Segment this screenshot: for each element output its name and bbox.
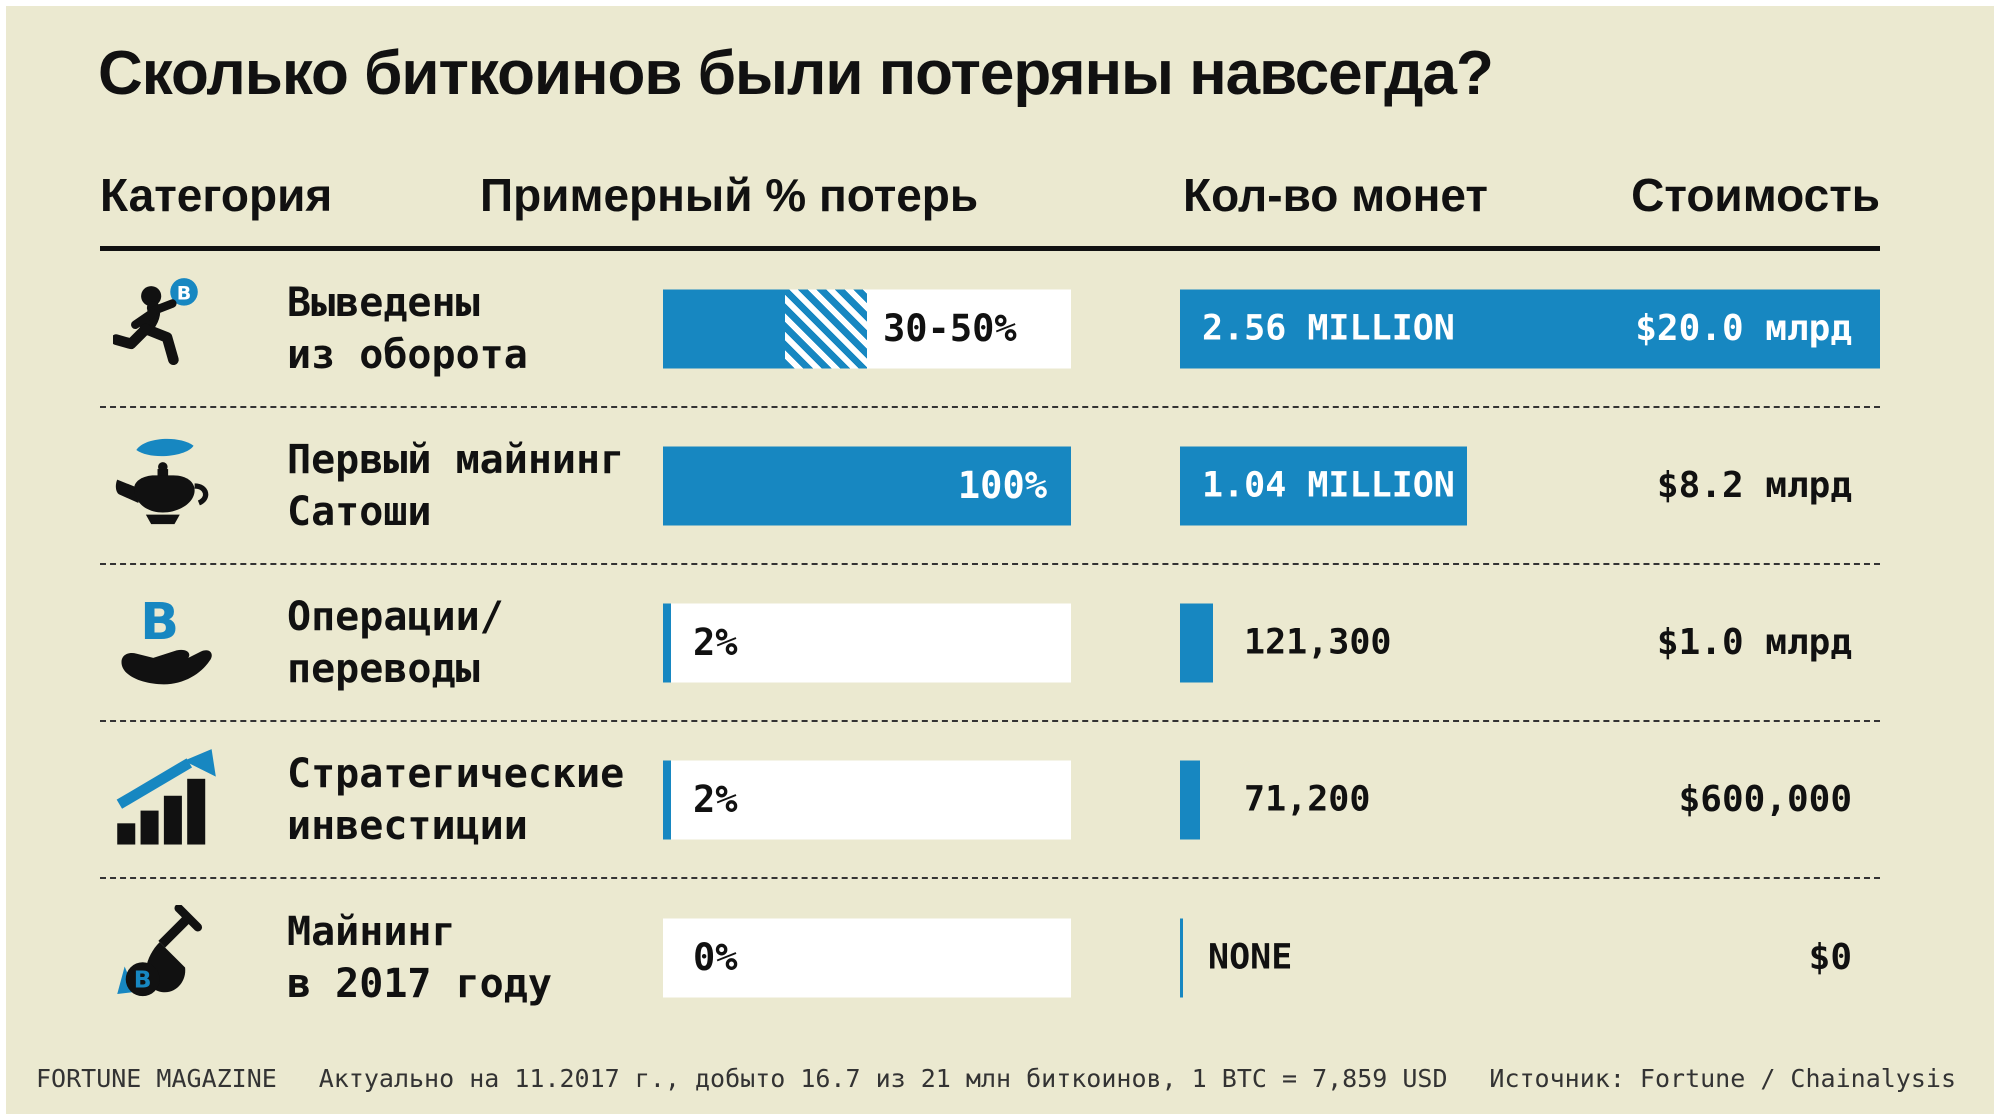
value-label: $20.0 млрд: [1635, 308, 1852, 349]
column-header-category: Категория: [100, 169, 333, 221]
percent-label: 30-50%: [883, 307, 1017, 350]
category-label: Стратегические инвестиции: [287, 750, 625, 849]
page-title: Сколько биткоинов были потеряны навсегда…: [98, 39, 1494, 108]
data-rows: B Выведены из оборота 30-50% 2.56 MILLIO…: [100, 251, 1880, 1036]
percent-loss-bar: 0%: [663, 918, 1071, 997]
footer: FORTUNE MAGAZINE Актуально на 11.2017 г.…: [36, 1064, 1956, 1093]
table-row: B Майнинг в 2017 году 0% NONE $0: [100, 879, 1880, 1036]
value-label: $8.2 млрд: [1656, 465, 1852, 506]
coin-count-label: 2.56 MILLION: [1202, 308, 1455, 349]
growth-chart-icon: [106, 744, 226, 856]
table-row: Стратегические инвестиции 2% 71,200 $600…: [100, 722, 1880, 879]
coin-count-bar: [1180, 446, 1467, 525]
percent-loss-bar: 2%: [663, 760, 1071, 839]
coin-count-bar: [1180, 603, 1213, 682]
percent-label: 100%: [957, 464, 1047, 507]
genie-lamp-icon: [106, 430, 226, 542]
footer-brand: FORTUNE MAGAZINE: [36, 1064, 277, 1093]
percent-label: 2%: [693, 621, 738, 664]
column-header-percent: Примерный % потерь: [480, 169, 979, 221]
coin-count-bar: [1180, 289, 1880, 368]
value-label: $0: [1808, 937, 1852, 978]
svg-text:B: B: [140, 591, 179, 650]
percent-bar-solid: [663, 446, 1071, 525]
column-header-value: Стоимость: [1631, 169, 1880, 221]
percent-bar-solid: [663, 289, 786, 368]
percent-bar-solid: [663, 603, 672, 682]
category-label: Выведены из оборота: [287, 279, 528, 378]
footer-note: Актуально на 11.2017 г., добыто 16.7 из …: [318, 1064, 1448, 1093]
coin-count-cell: 71,200 $600,000: [1180, 760, 1880, 839]
percent-label: 2%: [693, 778, 738, 821]
percent-bar-solid: [663, 760, 672, 839]
table-row: Первый майнинг Сатоши 100% 1.04 MILLION …: [100, 408, 1880, 565]
column-header-coins: Кол-во монет: [1183, 169, 1488, 221]
svg-text:B: B: [177, 282, 192, 304]
coin-count-label: 121,300: [1244, 622, 1392, 663]
percent-loss-bar: 2%: [663, 603, 1071, 682]
percent-loss-bar: 30-50%: [663, 289, 1071, 368]
table-row: B Выведены из оборота 30-50% 2.56 MILLIO…: [100, 251, 1880, 408]
coin-count-bar: [1180, 760, 1200, 839]
coin-count-cell: 1.04 MILLION $8.2 млрд: [1180, 446, 1880, 525]
footer-source: Источник: Fortune / Chainalysis: [1489, 1064, 1956, 1093]
shovel-bitcoin-icon: B: [106, 902, 226, 1014]
coin-count-bar: [1180, 918, 1184, 997]
svg-text:B: B: [134, 966, 152, 993]
coin-count-cell: NONE $0: [1180, 918, 1880, 997]
category-label: Майнинг в 2017 году: [287, 908, 552, 1007]
coin-count-label: 71,200: [1244, 779, 1371, 820]
value-label: $1.0 млрд: [1656, 622, 1852, 663]
category-label: Операции/ переводы: [287, 593, 504, 692]
coin-count-label: NONE: [1208, 937, 1293, 978]
table-row: B Операции/ переводы 2% 121,300 $1.0 млр…: [100, 565, 1880, 722]
header-divider: [100, 246, 1880, 251]
hand-bitcoin-icon: B: [106, 587, 226, 699]
value-label: $600,000: [1678, 779, 1852, 820]
percent-bar-hatched: [785, 289, 867, 368]
coin-count-cell: 2.56 MILLION $20.0 млрд: [1180, 289, 1880, 368]
coin-count-label: 1.04 MILLION: [1202, 465, 1455, 506]
coin-count-cell: 121,300 $1.0 млрд: [1180, 603, 1880, 682]
percent-label: 0%: [693, 936, 738, 979]
percent-loss-bar: 100%: [663, 446, 1071, 525]
category-label: Первый майнинг Сатоши: [287, 436, 625, 535]
runner-bitcoin-icon: B: [106, 273, 226, 385]
